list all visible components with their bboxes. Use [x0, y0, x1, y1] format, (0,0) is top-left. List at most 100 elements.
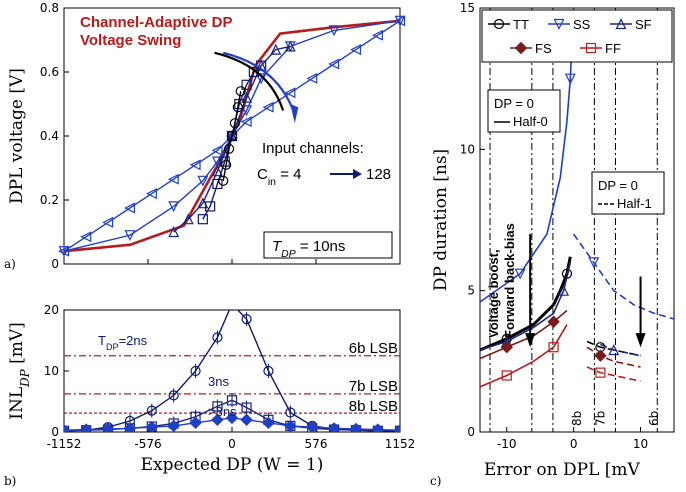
- panel-a-arc: [214, 51, 285, 111]
- panel-a-inputs: Input channels:: [262, 140, 364, 157]
- panel-b-ylabel: INLDP [mV]: [7, 322, 32, 420]
- panel-a-point: [284, 40, 296, 52]
- panel-a-point: [235, 86, 246, 97]
- panel-c-point: [595, 367, 606, 378]
- panel-a-point: [270, 43, 282, 55]
- panel-b-point: [284, 419, 297, 432]
- panel-a-point: [240, 116, 252, 128]
- panel-a-point: [167, 173, 179, 185]
- panel-a-ytick-label: 0.4: [40, 129, 59, 143]
- panel-a-ytick-label: 0.6: [40, 65, 59, 79]
- panel-c-arrowhead2: [635, 333, 646, 348]
- panel-a-point: [306, 72, 318, 84]
- panel-c-vline-label: 7b: [593, 411, 607, 426]
- panel-b-point: [240, 413, 253, 427]
- panel-a-point: [189, 159, 201, 171]
- panel-a-title: Channel-Adaptive DP: [80, 14, 233, 31]
- panel-c-half1-line: [586, 366, 641, 382]
- panel-b-point: [190, 365, 201, 377]
- panel-b-point: [349, 422, 363, 432]
- panel-b-point: [101, 422, 115, 432]
- panel-a-arc-blue: [222, 51, 295, 111]
- panel-b-t3: 3ns: [208, 374, 229, 389]
- panel-c-box1-title: DP = 0: [598, 178, 638, 193]
- panel-a-ytick-label: 0.2: [40, 193, 59, 207]
- panel-a-ytick-label: 0: [51, 257, 59, 271]
- panel-c-label: c): [430, 474, 441, 488]
- panel-a-cin-to: 128: [366, 166, 391, 183]
- panel-c-ytick-label: 0: [467, 425, 475, 439]
- panel-a-point: [241, 105, 253, 117]
- panel-a-label: a): [4, 257, 16, 271]
- panel-a-title2: Voltage Swing: [80, 32, 181, 49]
- panel-b-plot-area: [64, 299, 400, 432]
- panel-c-half1-line: [600, 343, 641, 357]
- panel-b-point: [167, 419, 180, 432]
- panel-b-point: [145, 420, 158, 432]
- panel-c-point: [501, 370, 512, 381]
- panel-c-legend-marker: [493, 18, 505, 30]
- panel-c-vline-label: 6b: [647, 411, 661, 426]
- panel-b-t2: TDP=2ns: [98, 333, 148, 352]
- panel-c-half0-line: [480, 262, 572, 351]
- panel-b-point: [371, 423, 385, 432]
- panel-c-box0-entry: Half-0: [513, 114, 548, 129]
- panel-c-xtick-label: -10: [497, 437, 517, 451]
- panel-b-frame: [63, 309, 401, 433]
- panel-a-point: [284, 87, 296, 99]
- panel-b-ytick-label: 20: [44, 303, 59, 317]
- panel-b-ref-label: 8b LSB: [349, 398, 398, 415]
- panel-a-point: [241, 91, 253, 103]
- panel-c-point: [547, 315, 560, 328]
- panel-a-point: [80, 231, 92, 243]
- panel-a-point: [58, 246, 70, 258]
- panel-a-ytick-label: 0.8: [40, 1, 59, 15]
- panel-c-xlabel: Error on DPL [mV: [484, 460, 641, 480]
- panel-b-point: [212, 401, 223, 412]
- panel-c-box0-title: DP = 0: [494, 96, 534, 111]
- panel-a-point: [229, 118, 241, 129]
- panel-c-plot-area: [480, 8, 674, 388]
- panel-c-ytick-label: 10: [460, 142, 475, 156]
- panel-a-point: [218, 175, 229, 186]
- panel-a-point: [350, 44, 362, 56]
- panel-b-point: [225, 411, 239, 425]
- panel-c-legend-box: [481, 9, 673, 63]
- panel-a-point: [328, 58, 340, 70]
- panel-a-point: [394, 15, 406, 27]
- panel-a-point: [205, 201, 216, 212]
- panel-a-point: [124, 230, 136, 242]
- panel-a-point: [371, 29, 383, 41]
- panel-a-point: [102, 216, 114, 228]
- panel-c-ann2: Forward back-bias: [502, 223, 517, 338]
- panel-a-point: [168, 226, 180, 238]
- panel-b-ref-label: 7b LSB: [349, 378, 398, 395]
- panel-b-point: [211, 413, 224, 427]
- panel-c-ytick-label: 15: [460, 1, 475, 15]
- panel-b-point: [64, 423, 71, 432]
- panel-c-legend-marker: [514, 41, 528, 55]
- panel-b-point: [123, 422, 137, 432]
- panel-c-point: [608, 344, 620, 356]
- panel-a-point: [124, 202, 136, 214]
- panel-a-tdp-box: [263, 231, 393, 259]
- panel-c-half1-line: [586, 346, 641, 368]
- panel-a-point: [58, 245, 70, 257]
- panel-a-cin: Cin = 4: [257, 166, 301, 188]
- panel-b-point: [263, 365, 274, 377]
- panel-a-point: [328, 25, 340, 37]
- panel-c-arrowhead: [525, 333, 536, 348]
- panel-c-point: [514, 268, 526, 280]
- panel-a-point: [226, 130, 238, 142]
- panel-a-point: [394, 15, 406, 27]
- panel-b-ref-label: 6b LSB: [349, 340, 398, 357]
- panel-a-series-line: [222, 91, 242, 181]
- panel-a-point: [241, 79, 252, 90]
- panel-b-point: [212, 332, 223, 343]
- panel-c-point: [594, 349, 607, 362]
- panel-b-point: [228, 299, 237, 308]
- panel-b-point: [241, 402, 252, 413]
- panel-c-box1: [591, 171, 665, 215]
- panel-c-legend-marker: [615, 18, 627, 30]
